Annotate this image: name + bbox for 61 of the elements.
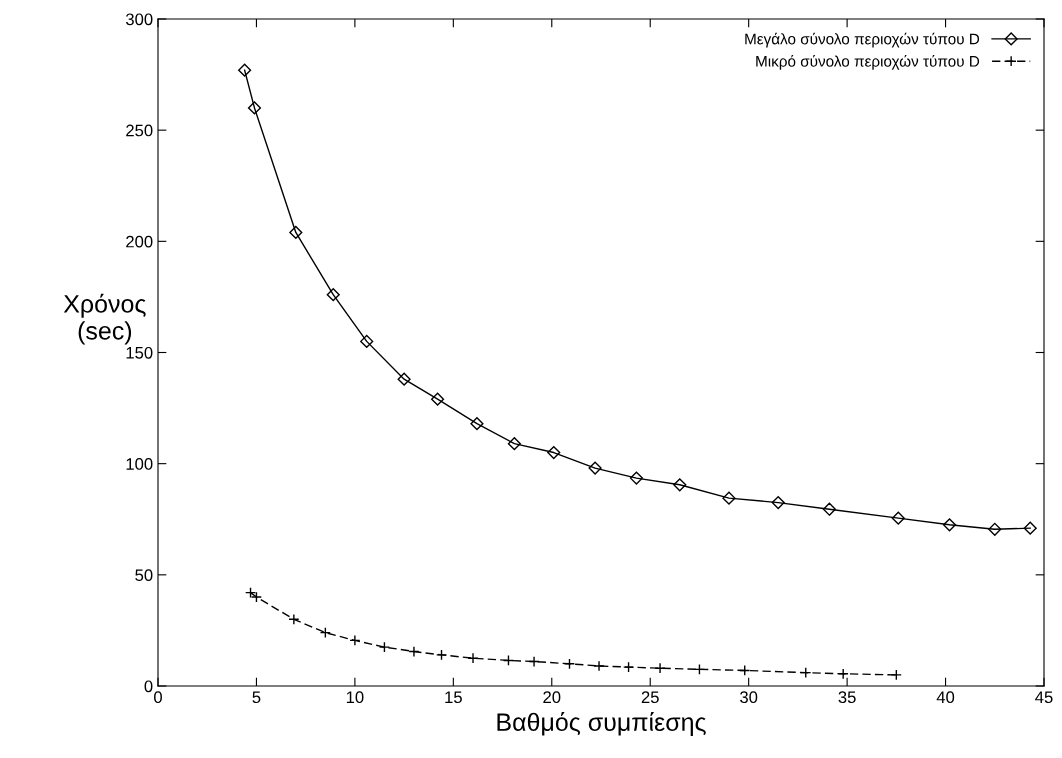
point <box>435 649 448 661</box>
point <box>349 634 361 646</box>
point <box>408 645 420 658</box>
x-tick-label: 20 <box>543 691 561 704</box>
point <box>588 461 602 475</box>
y-tick-label: 100 <box>126 458 153 470</box>
point <box>430 392 445 406</box>
point <box>891 511 905 525</box>
point <box>593 660 605 672</box>
x-tick-label: 35 <box>838 691 856 704</box>
x-tick-label: 15 <box>445 691 462 704</box>
x-tick-label: 0 <box>154 691 162 704</box>
legend-label: Μεγάλο σύνολο περιοχών τύπου D <box>745 32 980 48</box>
point <box>319 627 331 639</box>
x-axis-title: Βαθμός συμπίεσης <box>497 711 706 736</box>
point <box>837 668 849 680</box>
point <box>326 288 340 302</box>
point <box>1023 521 1037 535</box>
point <box>528 655 540 668</box>
legend-label: Μικρό σύνολο περιοχών τύπου D <box>756 55 980 70</box>
x-tick-label: 25 <box>641 691 659 704</box>
point <box>378 641 390 653</box>
y-tick-label: 150 <box>126 346 153 359</box>
point <box>693 663 706 675</box>
point <box>673 478 687 492</box>
point <box>890 669 902 681</box>
x-tick-label: 45 <box>1035 691 1053 704</box>
y-axis-title: Χρόνος (sec) <box>63 293 146 345</box>
point <box>722 491 736 505</box>
y-tick-label: 50 <box>135 569 153 582</box>
point <box>467 652 479 664</box>
x-tick-label: 5 <box>252 691 261 704</box>
point <box>288 613 300 625</box>
y-tick-label: 300 <box>125 13 153 26</box>
point <box>289 225 303 240</box>
point <box>247 101 262 115</box>
point <box>739 664 751 676</box>
x-tick-label: 40 <box>936 691 955 704</box>
point <box>771 495 785 510</box>
point <box>800 667 812 679</box>
point <box>244 587 257 599</box>
point <box>563 658 576 670</box>
point <box>942 518 957 532</box>
x-tick-label: 10 <box>346 691 364 704</box>
y-tick-label: 0 <box>144 680 153 693</box>
y-tick-label: 200 <box>126 235 153 248</box>
x-tick-label: 30 <box>740 691 758 704</box>
point <box>397 372 411 386</box>
point <box>822 502 836 516</box>
point <box>502 654 515 666</box>
point <box>629 471 644 485</box>
point <box>547 445 561 460</box>
point <box>250 591 263 603</box>
point <box>360 334 374 348</box>
point <box>623 661 635 673</box>
point <box>988 522 1002 536</box>
point <box>507 437 521 451</box>
y-tick-label: 250 <box>126 124 153 137</box>
point <box>654 662 666 674</box>
point <box>470 417 484 431</box>
point <box>238 63 252 77</box>
